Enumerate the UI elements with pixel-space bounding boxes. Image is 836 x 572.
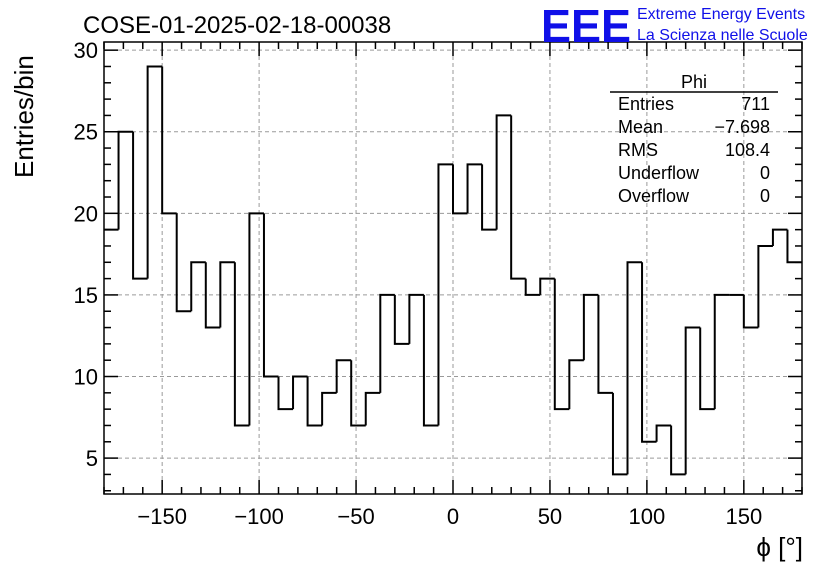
x-tick-label: 150: [725, 504, 762, 529]
histogram-bin: [321, 391, 337, 426]
stats-value-overflow: 0: [760, 186, 770, 206]
stats-value-rms: 108.4: [725, 140, 770, 160]
histogram-bin: [670, 425, 686, 476]
histogram-bin: [161, 66, 177, 215]
histogram-bin: [364, 391, 381, 426]
x-axis-label: ϕ [°]: [756, 532, 803, 562]
eee-logo: EEE: [541, 0, 631, 52]
stats-title: Phi: [681, 72, 707, 92]
x-tick-labels: −150 −100 −50 0 50 100 150: [137, 504, 762, 529]
y-tick-label: 5: [86, 446, 98, 471]
histogram-bin: [611, 392, 628, 476]
histogram-bin: [466, 163, 483, 214]
histogram-bin: [553, 278, 570, 411]
histogram-bin: [335, 359, 352, 393]
histogram-bin: [626, 261, 643, 475]
y-tick-label: 10: [74, 365, 98, 390]
axis-ticks: [103, 42, 803, 494]
histogram-bin: [597, 294, 613, 394]
stats-label-rms: RMS: [618, 140, 658, 160]
histogram-bin: [204, 262, 221, 329]
x-tick-label: −100: [234, 504, 284, 529]
histogram-bin: [175, 213, 192, 313]
histogram-bin: [408, 293, 424, 344]
histogram-bin: [452, 164, 468, 215]
histogram-bars: [104, 65, 802, 476]
histogram-bin: [510, 115, 526, 280]
histogram-bin: [422, 294, 439, 427]
y-tick-labels: 5 10 15 20 25 30: [74, 38, 98, 471]
histogram-bin: [771, 228, 788, 246]
histogram-bin: [684, 326, 701, 475]
stats-label-overflow: Overflow: [618, 186, 690, 206]
y-tick-label: 20: [74, 201, 98, 226]
histogram-bin: [568, 359, 584, 410]
histogram-bin: [350, 360, 366, 427]
histogram-bin: [306, 376, 323, 427]
histogram-bin: [248, 212, 264, 426]
x-tick-label: 100: [629, 504, 666, 529]
histogram-bin: [190, 261, 206, 312]
histogram-bin: [393, 294, 410, 345]
stats-value-entries: 711: [741, 94, 770, 114]
plot-frame: [103, 41, 803, 495]
y-tick-label: 15: [74, 283, 98, 308]
stats-label-mean: Mean: [618, 117, 663, 137]
histogram-bin: [655, 424, 672, 442]
histogram-bin: [757, 244, 773, 328]
logo-line-1: Extreme Energy Events: [637, 6, 805, 23]
histogram-bin: [713, 293, 730, 410]
logo-line-2: La Scienza nelle Scuole: [637, 27, 808, 44]
x-tick-label: −150: [137, 504, 187, 529]
histogram-bin: [524, 278, 541, 296]
y-tick-label: 30: [74, 38, 98, 63]
histogram-bin: [539, 277, 555, 295]
histogram-bin: [146, 65, 163, 279]
histogram-bin: [219, 261, 235, 328]
run-title: COSE-01-2025-02-18-00038: [83, 12, 391, 39]
stats-value-underflow: 0: [760, 163, 770, 183]
histogram-bin: [233, 262, 250, 427]
histogram-bin: [117, 130, 134, 230]
histogram-bin: [582, 293, 599, 361]
x-tick-label: 50: [538, 504, 562, 529]
stats-label-underflow: Underflow: [618, 163, 700, 183]
histogram-bin: [292, 375, 308, 410]
histogram-bin: [132, 131, 148, 280]
histogram-bin: [262, 213, 279, 378]
x-tick-label: 0: [447, 504, 459, 529]
stats-box: Phi Entries 711 Mean −7.698 RMS 108.4 Un…: [610, 72, 778, 206]
histogram-bin: [379, 293, 395, 393]
y-axis-label: Entries/bin: [9, 55, 39, 178]
stats-value-mean: −7.698: [714, 117, 770, 137]
histogram-bin: [742, 294, 759, 329]
histogram-bin: [437, 163, 453, 426]
stats-label-entries: Entries: [618, 94, 674, 114]
histogram-bin: [495, 114, 512, 230]
histogram-bin: [481, 164, 497, 231]
x-tick-label: −50: [337, 504, 374, 529]
histogram-bin: [641, 262, 657, 443]
histogram-bin: [699, 327, 715, 411]
histogram-bin: [277, 376, 294, 411]
y-tick-label: 25: [74, 120, 98, 145]
